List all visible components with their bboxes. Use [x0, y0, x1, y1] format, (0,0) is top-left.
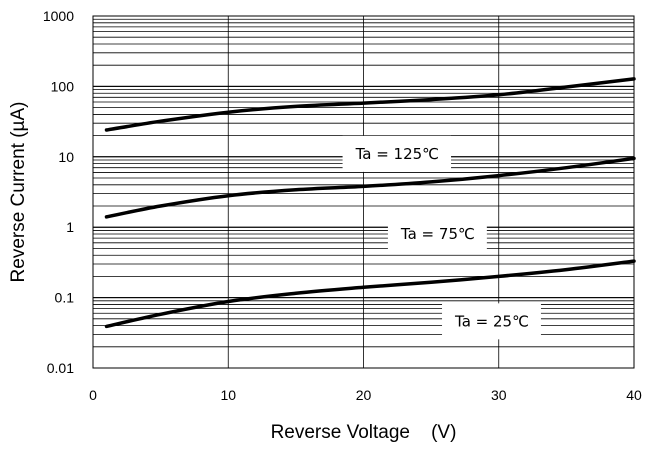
temperature-label-2: Ta = 25℃	[454, 312, 529, 330]
temperature-label-1: Ta = 75℃	[400, 225, 475, 243]
x-tick-labels: 0 10 20 30 40	[89, 387, 642, 403]
temperature-label-bg	[442, 303, 541, 340]
series-line-1	[104, 156, 636, 219]
y-tick-label: 10	[58, 149, 74, 165]
temperature-label-0: Ta = 125℃	[355, 145, 439, 163]
series-line-0	[104, 77, 636, 132]
x-tick-label: 0	[89, 387, 97, 403]
x-tick-label: 20	[356, 387, 372, 403]
x-tick-label: 40	[626, 387, 642, 403]
temperature-labels: Ta = 125℃ Ta = 75℃ Ta = 25℃	[342, 135, 541, 340]
y-tick-label: 100	[51, 78, 75, 94]
y-tick-label: 0.01	[47, 360, 74, 376]
grid	[92, 15, 635, 369]
y-tick-label: 1	[66, 219, 74, 235]
y-tick-labels: 0.01 0.1 1 10 100 1000	[43, 8, 74, 376]
x-tick-label: 10	[220, 387, 236, 403]
temperature-label-bg	[342, 135, 452, 172]
series-lines	[104, 77, 636, 329]
y-tick-label: 0.1	[55, 290, 75, 306]
plot-frame	[92, 15, 635, 369]
y-tick-label: 1000	[43, 8, 74, 24]
y-axis-label: Reverse Current (µA)	[8, 102, 29, 283]
temperature-label-bg	[387, 216, 487, 253]
series-line-2	[104, 259, 636, 329]
x-axis-label: Reverse Voltage (V)	[271, 422, 457, 443]
x-tick-label: 30	[491, 387, 507, 403]
